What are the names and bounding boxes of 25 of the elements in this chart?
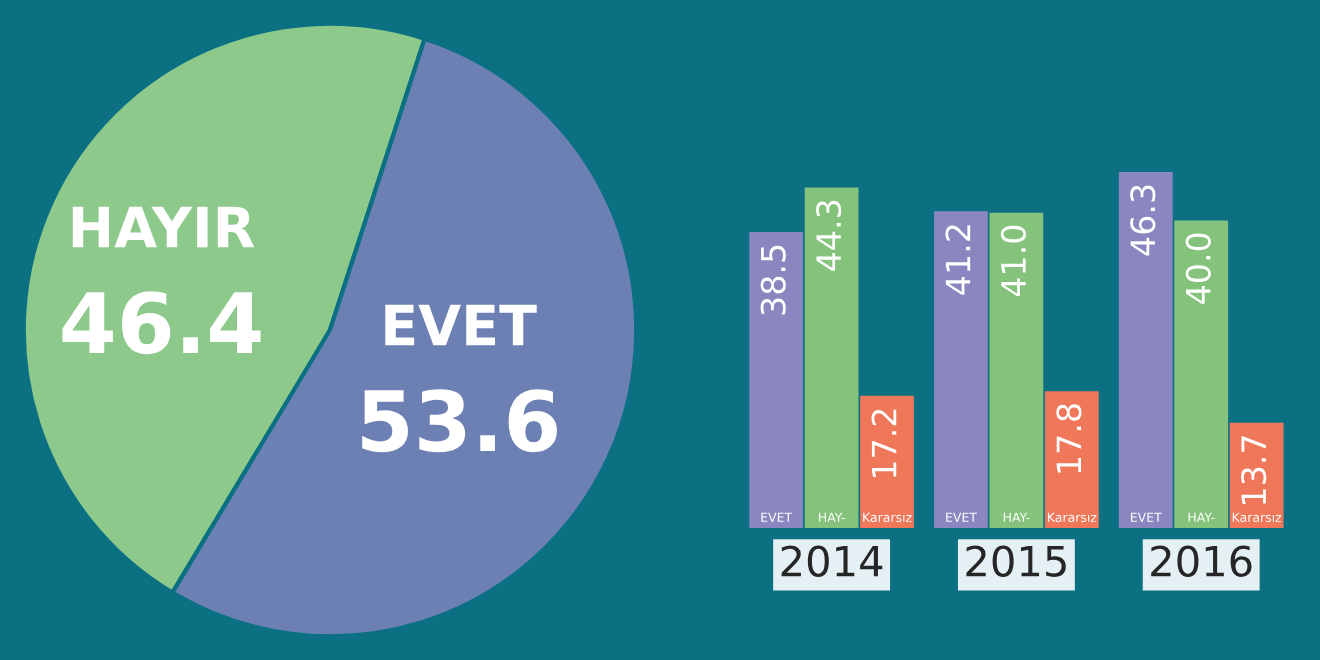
x-tick-label: 2015	[966, 545, 1066, 577]
data-label: 46.3	[1130, 185, 1156, 256]
data-label: 53.6	[362, 389, 557, 453]
data-label: 41.2	[945, 225, 971, 295]
data-label: 40.0	[1185, 233, 1211, 304]
bar	[1174, 220, 1229, 528]
data-label: 46.4	[62, 291, 261, 355]
bar	[749, 232, 804, 528]
x-tick-label: 2014	[781, 545, 883, 577]
x-tick-label: 2016	[1151, 545, 1252, 577]
bar	[804, 187, 859, 528]
bar	[1229, 422, 1284, 528]
slice-label: EVET	[385, 304, 537, 346]
bar	[860, 395, 914, 528]
bar	[1118, 172, 1173, 528]
bar	[989, 212, 1044, 528]
bar	[1044, 391, 1099, 528]
data-label: 17.2	[871, 409, 897, 478]
data-label: 17.8	[1056, 404, 1082, 473]
data-label: 38.5	[760, 245, 786, 315]
data-label: 41.0	[1000, 225, 1027, 297]
data-label: 44.3	[816, 200, 842, 271]
data-label: 13.7	[1241, 436, 1267, 504]
slice-label: HAYIR	[72, 206, 255, 248]
bar	[934, 211, 988, 528]
